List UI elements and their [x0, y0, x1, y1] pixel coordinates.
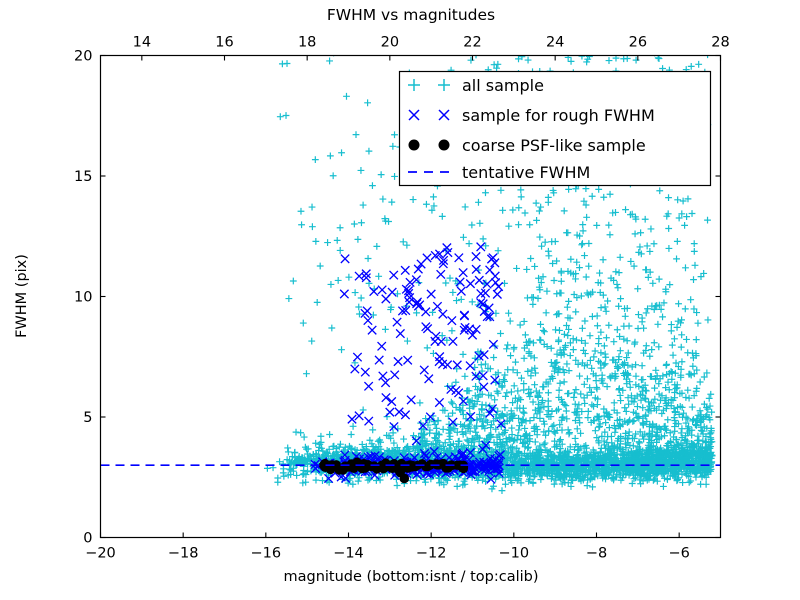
plus-icon — [408, 79, 450, 91]
legend-label-psf-like: coarse PSF-like sample — [462, 136, 646, 155]
x2-tick-label: 14 — [133, 35, 151, 51]
x2-tick-label: 24 — [546, 35, 564, 51]
x2-tick-label: 16 — [215, 35, 233, 51]
x2-tick-label: 28 — [711, 35, 729, 51]
y-tick-label: 5 — [83, 410, 92, 426]
x2-tick-label: 20 — [381, 35, 399, 51]
axis-ticks-layer: −20 −18 −16 −14 −12 −10 −8 −6 14 16 18 20 22 24 26 28 0 5… — [74, 35, 730, 562]
legend-item-rough-fwhm: sample for rough FWHM — [408, 106, 655, 125]
legend-item-tentative-fwhm: tentative FWHM — [408, 163, 590, 182]
x-tick-label: −16 — [251, 546, 282, 562]
x2-tick-label: 22 — [463, 35, 481, 51]
x2-tick-label: 18 — [298, 35, 316, 51]
x-tick-label: −20 — [85, 546, 116, 562]
x-tick-label: −6 — [668, 546, 689, 562]
legend-box — [398, 70, 712, 187]
x-axis-label: magnitude (bottom:isnt / top:calib) — [283, 569, 538, 585]
legend-item-all-sample: all sample — [408, 76, 544, 95]
y-tick-label: 20 — [74, 49, 92, 65]
x-tick-label: −10 — [499, 546, 530, 562]
cross-icon — [408, 109, 450, 121]
dot-icon — [408, 139, 450, 151]
x-tick-label: −18 — [168, 546, 199, 562]
legend-label-tentative-fwhm: tentative FWHM — [462, 163, 590, 182]
y-tick-label: 10 — [74, 290, 92, 306]
legend-item-psf-like: coarse PSF-like sample — [408, 136, 646, 155]
x-tick-label: −12 — [416, 546, 447, 562]
legend-label-all-sample: all sample — [462, 76, 544, 95]
x-tick-label: −14 — [333, 546, 364, 562]
y-axis-label: FWHM (pix) — [14, 254, 30, 338]
y-tick-label: 15 — [74, 169, 92, 185]
y-tick-label: 0 — [83, 531, 92, 547]
chart-title: FWHM vs magnitudes — [327, 6, 495, 24]
x-tick-label: −8 — [586, 546, 607, 562]
x2-tick-label: 26 — [629, 35, 647, 51]
legend: all sample sample for rough FWHM coarse … — [398, 70, 712, 187]
legend-label-rough-fwhm: sample for rough FWHM — [462, 106, 655, 125]
